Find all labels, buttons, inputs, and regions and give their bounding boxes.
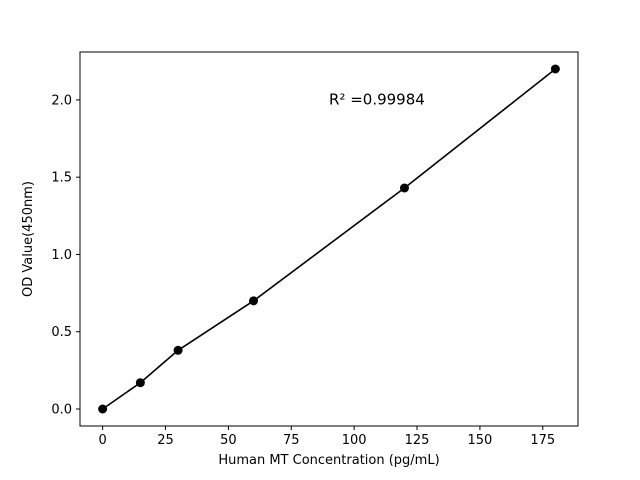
data-point — [249, 296, 259, 306]
data-point — [98, 404, 108, 414]
plot-border — [79, 51, 579, 427]
data-point — [173, 345, 183, 355]
x-axis-label: Human MT Concentration (pg/mL) — [218, 453, 439, 468]
x-tick-label: 125 — [405, 433, 430, 448]
y-tick-label: 1.0 — [51, 248, 72, 263]
x-tick-label: 25 — [157, 433, 174, 448]
annotation-r-squared: R² =0.99984 — [329, 91, 425, 109]
x-tick-label: 50 — [220, 433, 237, 448]
y-tick-label: 0.5 — [51, 325, 72, 340]
data-point — [550, 64, 560, 74]
x-tick-label: 75 — [283, 433, 300, 448]
x-tick-label: 175 — [530, 433, 555, 448]
y-tick-label: 1.5 — [51, 171, 72, 186]
y-tick-label: 0.0 — [51, 403, 72, 418]
y-tick-label: 2.0 — [51, 93, 72, 108]
data-point — [135, 378, 145, 388]
x-tick-label: 100 — [342, 433, 367, 448]
x-tick-label: 0 — [98, 433, 106, 448]
x-tick-label: 150 — [467, 433, 492, 448]
trend-line — [101, 68, 557, 410]
data-point — [399, 183, 409, 193]
y-axis-label: OD Value(450nm) — [21, 181, 36, 297]
